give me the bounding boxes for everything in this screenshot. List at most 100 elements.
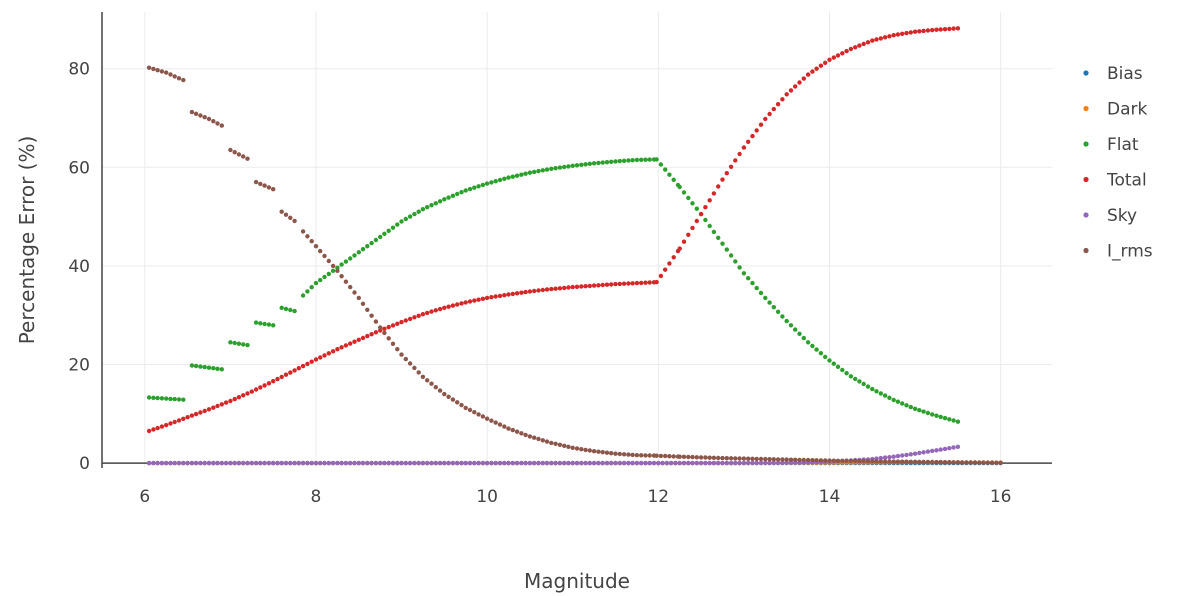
data-point [895, 459, 901, 464]
data-point [771, 106, 776, 112]
data-point [703, 217, 708, 223]
data-point [510, 174, 515, 179]
data-point [493, 294, 498, 299]
data-point [309, 359, 314, 364]
data-point [793, 84, 798, 89]
data-point [741, 271, 747, 276]
data-point [728, 164, 734, 169]
data-point [326, 271, 331, 277]
data-point [215, 460, 220, 466]
data-point [313, 357, 319, 362]
data-point [805, 340, 811, 345]
data-point [681, 454, 687, 459]
data-point [861, 459, 866, 464]
data-point [737, 151, 742, 157]
data-point [407, 214, 413, 219]
data-point [780, 460, 785, 465]
data-point [553, 441, 558, 446]
data-point [155, 395, 160, 401]
data-point [917, 29, 922, 34]
data-point [758, 460, 764, 466]
data-point [532, 288, 537, 294]
data-point [784, 318, 789, 324]
data-point [168, 460, 173, 466]
data-point [904, 452, 909, 458]
data-point [283, 372, 289, 377]
data-point [716, 184, 721, 189]
data-point [283, 460, 289, 466]
data-point [549, 460, 554, 466]
data-point [775, 102, 781, 107]
legend-item-bias[interactable]: Bias [1083, 64, 1143, 84]
legend-item-flat[interactable]: Flat [1083, 135, 1139, 155]
data-point [206, 407, 212, 412]
data-point [416, 313, 421, 318]
data-point [643, 280, 648, 285]
data-point [797, 80, 802, 85]
data-point [489, 295, 494, 300]
data-point [455, 400, 460, 405]
data-point [587, 161, 592, 166]
data-point [711, 455, 717, 460]
data-point [600, 450, 605, 455]
data-point [249, 460, 254, 466]
data-point [467, 407, 473, 413]
data-point [938, 414, 943, 420]
data-point [613, 159, 618, 164]
data-point [553, 166, 558, 171]
data-point [604, 450, 610, 455]
data-point [412, 315, 417, 320]
data-point [671, 454, 676, 459]
data-point [544, 287, 550, 292]
data-point [818, 63, 824, 68]
data-point [378, 325, 383, 330]
legend-item-total[interactable]: Total [1083, 171, 1147, 191]
data-point [181, 460, 186, 466]
data-point [206, 460, 212, 466]
data-point [626, 158, 631, 163]
data-point [861, 41, 866, 47]
data-point [677, 246, 682, 251]
data-point [942, 460, 948, 465]
data-point [446, 195, 451, 200]
data-point [579, 162, 584, 167]
data-point [369, 332, 374, 337]
data-point [664, 460, 670, 466]
data-point [865, 459, 871, 464]
data-point [604, 282, 610, 287]
data-point [172, 396, 177, 402]
data-point [621, 281, 627, 286]
data-point [476, 412, 481, 417]
data-point [326, 460, 331, 466]
data-point [442, 391, 447, 397]
data-point [681, 239, 687, 244]
data-point [279, 305, 284, 310]
data-point [626, 281, 631, 286]
legend-label: Sky [1107, 206, 1137, 226]
data-point [823, 458, 828, 463]
data-point [600, 460, 605, 466]
data-point [844, 371, 849, 376]
data-point [300, 460, 306, 466]
data-point [544, 460, 550, 466]
legend[interactable]: Bias Dark Flat Total Sky I_rms [1083, 64, 1153, 262]
data-point [998, 460, 1003, 465]
data-point [146, 65, 152, 70]
data-point [450, 193, 456, 198]
data-point [198, 113, 203, 118]
legend-item-i-rms[interactable]: I_rms [1083, 242, 1153, 262]
data-point [694, 455, 699, 460]
data-point [318, 277, 323, 283]
data-point [279, 460, 284, 466]
data-point [283, 306, 289, 312]
data-point [724, 171, 729, 176]
data-point [977, 460, 982, 465]
data-point [365, 460, 370, 466]
data-point [292, 460, 297, 466]
legend-item-dark[interactable]: Dark [1083, 100, 1147, 120]
axes: 6 8 10 12 14 16 0 20 40 60 80 [68, 12, 1052, 507]
data-point [450, 460, 456, 466]
legend-item-sky[interactable]: Sky [1083, 206, 1137, 226]
data-point [677, 454, 682, 459]
data-point [322, 353, 327, 358]
